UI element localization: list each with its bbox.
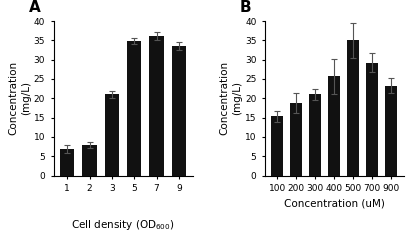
Text: A: A bbox=[28, 0, 40, 15]
Bar bbox=[309, 94, 321, 176]
Bar bbox=[105, 94, 119, 176]
Y-axis label: Concentration
(mg/L): Concentration (mg/L) bbox=[220, 61, 242, 135]
Bar bbox=[347, 40, 359, 176]
Bar bbox=[328, 76, 340, 176]
Text: B: B bbox=[240, 0, 251, 15]
Bar bbox=[82, 145, 97, 176]
Text: Cell density (OD$_{600}$): Cell density (OD$_{600}$) bbox=[71, 218, 175, 232]
Bar bbox=[385, 86, 398, 176]
Bar bbox=[290, 103, 302, 176]
X-axis label: Concentration (uM): Concentration (uM) bbox=[284, 198, 385, 208]
Bar bbox=[172, 46, 186, 176]
Bar bbox=[149, 36, 164, 176]
Bar bbox=[366, 63, 379, 176]
Bar bbox=[60, 149, 75, 176]
Y-axis label: Concentration
(mg/L): Concentration (mg/L) bbox=[9, 61, 31, 135]
Bar bbox=[271, 117, 283, 176]
Bar bbox=[127, 41, 141, 176]
